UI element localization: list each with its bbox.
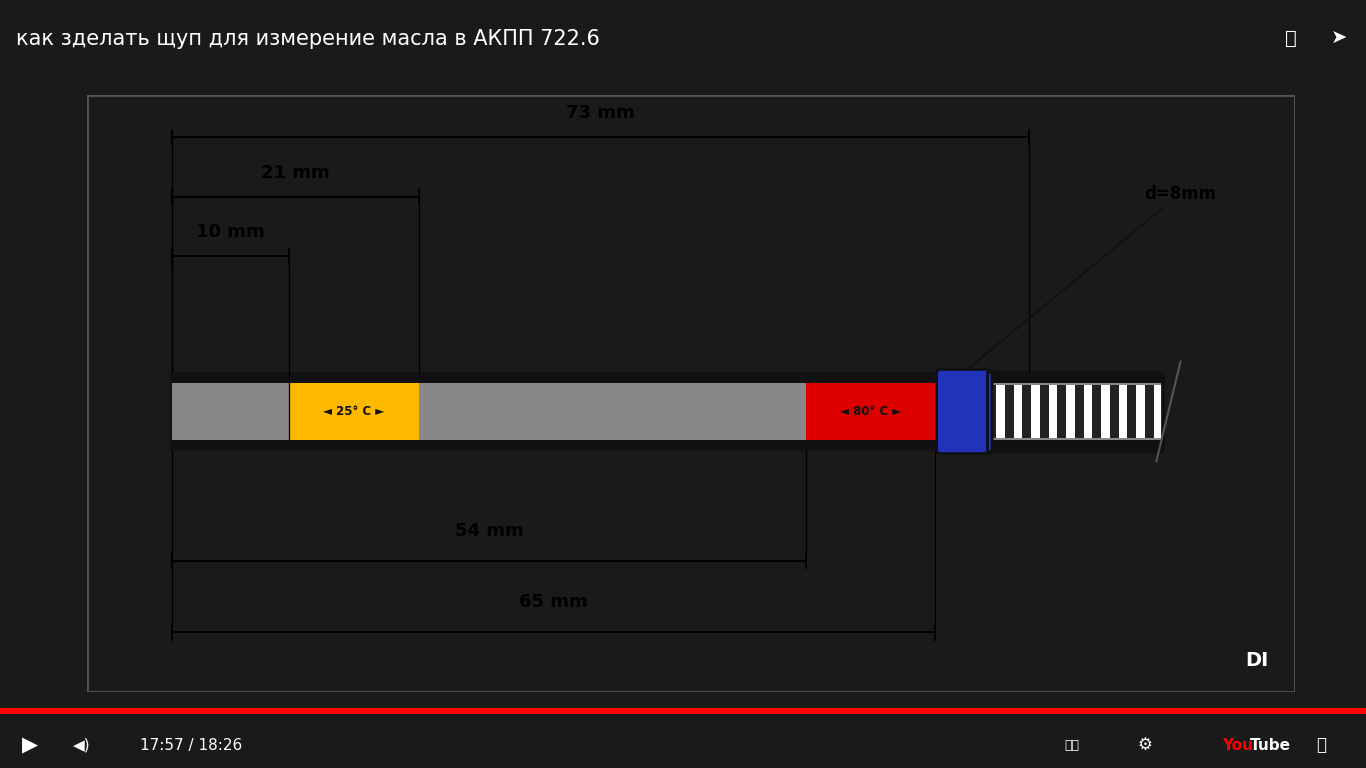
Bar bbox=[1083, 385, 1093, 439]
Text: 17:57 / 18:26: 17:57 / 18:26 bbox=[141, 738, 242, 753]
Bar bbox=[936, 383, 1030, 440]
Bar bbox=[290, 383, 418, 440]
Bar bbox=[1005, 385, 1014, 439]
Bar bbox=[1031, 385, 1040, 439]
Bar bbox=[418, 383, 806, 440]
Bar bbox=[1145, 385, 1154, 439]
Text: 54 mm: 54 mm bbox=[455, 521, 523, 540]
Bar bbox=[1127, 385, 1137, 439]
Text: ◄ 80° C ►: ◄ 80° C ► bbox=[840, 405, 902, 418]
Text: 10 mm: 10 mm bbox=[197, 223, 265, 241]
Bar bbox=[988, 385, 996, 439]
Bar bbox=[1093, 385, 1101, 439]
Bar bbox=[1109, 385, 1119, 439]
Text: 🕐: 🕐 bbox=[1285, 29, 1296, 48]
Bar bbox=[172, 383, 290, 440]
Bar bbox=[1022, 385, 1031, 439]
Text: ◄ 25° C ►: ◄ 25° C ► bbox=[324, 405, 385, 418]
Bar bbox=[988, 372, 1162, 451]
Bar bbox=[290, 383, 418, 440]
Text: You: You bbox=[1223, 738, 1253, 753]
Text: ▶: ▶ bbox=[22, 736, 38, 756]
Bar bbox=[806, 383, 936, 440]
Text: ⬛⬛: ⬛⬛ bbox=[1065, 739, 1079, 752]
Bar bbox=[1014, 385, 1022, 439]
Text: Tube: Tube bbox=[1250, 738, 1291, 753]
Bar bbox=[806, 383, 936, 440]
Bar bbox=[1075, 385, 1083, 439]
Bar bbox=[1119, 385, 1127, 439]
Text: ⛶: ⛶ bbox=[1315, 737, 1326, 754]
Bar bbox=[1049, 385, 1057, 439]
Text: 21 mm: 21 mm bbox=[261, 164, 329, 182]
Bar bbox=[169, 372, 1165, 451]
FancyBboxPatch shape bbox=[937, 369, 992, 454]
Bar bbox=[172, 383, 1162, 440]
Text: 65 mm: 65 mm bbox=[519, 594, 587, 611]
Text: ⚙: ⚙ bbox=[1138, 737, 1152, 754]
Text: ◀): ◀) bbox=[74, 738, 90, 753]
Text: 73 mm: 73 mm bbox=[567, 104, 635, 122]
Bar bbox=[1154, 385, 1162, 439]
Bar bbox=[1065, 385, 1075, 439]
Bar bbox=[1057, 385, 1065, 439]
Text: d=8mm: d=8mm bbox=[967, 184, 1216, 370]
Bar bbox=[1137, 385, 1145, 439]
Bar bbox=[1101, 385, 1109, 439]
Text: ➤: ➤ bbox=[1330, 29, 1347, 48]
Bar bbox=[996, 385, 1005, 439]
Text: DI: DI bbox=[1244, 651, 1269, 670]
Bar bbox=[0, 708, 1366, 713]
Bar bbox=[1040, 385, 1049, 439]
Text: как зделать щуп для измерение масла в АКПП 722.6: как зделать щуп для измерение масла в АК… bbox=[16, 28, 600, 48]
